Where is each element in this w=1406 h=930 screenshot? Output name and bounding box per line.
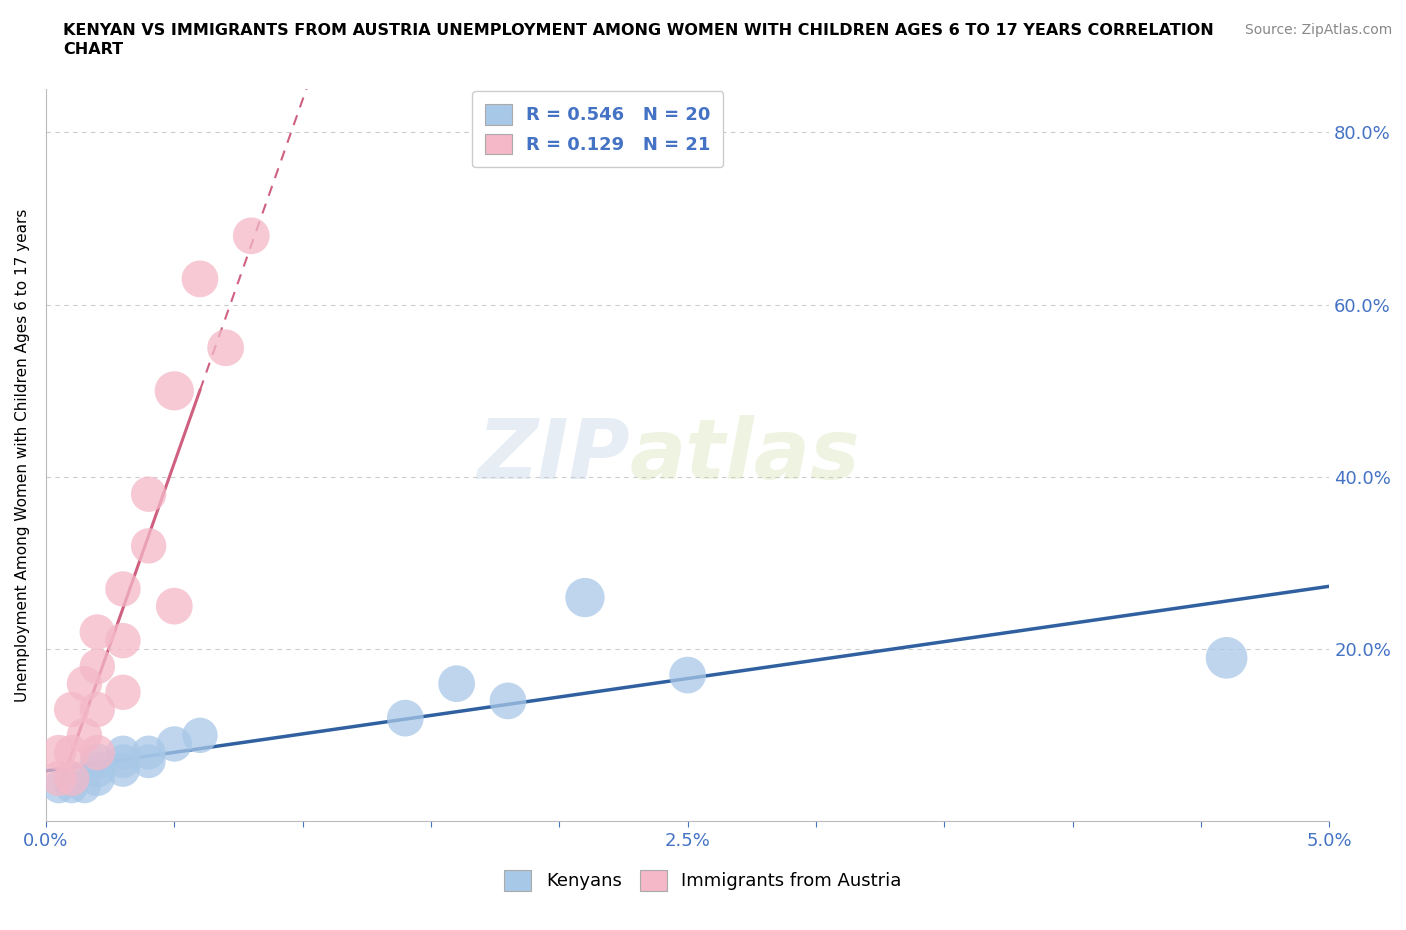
Point <box>86 659 108 674</box>
Point <box>138 538 160 553</box>
Point <box>574 591 596 605</box>
Y-axis label: Unemployment Among Women with Children Ages 6 to 17 years: Unemployment Among Women with Children A… <box>15 208 30 702</box>
Point <box>60 779 83 794</box>
Point <box>86 771 108 786</box>
Point <box>111 763 134 777</box>
Point <box>73 728 96 743</box>
Point <box>446 676 468 691</box>
Point <box>111 684 134 699</box>
Point <box>111 633 134 648</box>
Text: atlas: atlas <box>630 415 860 496</box>
Point <box>73 676 96 691</box>
Point <box>138 745 160 760</box>
Text: KENYAN VS IMMIGRANTS FROM AUSTRIA UNEMPLOYMENT AMONG WOMEN WITH CHILDREN AGES 6 : KENYAN VS IMMIGRANTS FROM AUSTRIA UNEMPL… <box>63 23 1213 38</box>
Point <box>111 581 134 596</box>
Point <box>111 753 134 768</box>
Point <box>1215 650 1237 665</box>
Point <box>138 486 160 501</box>
Point <box>86 745 108 760</box>
Point <box>48 779 70 794</box>
Point <box>86 753 108 768</box>
Point <box>60 771 83 786</box>
Point <box>496 694 519 709</box>
Point <box>60 771 83 786</box>
Point <box>163 383 186 398</box>
Text: ZIP: ZIP <box>477 415 630 496</box>
Point <box>188 728 211 743</box>
Point <box>138 753 160 768</box>
Point <box>86 702 108 717</box>
Point <box>73 779 96 794</box>
Point <box>188 272 211 286</box>
Point <box>60 702 83 717</box>
Point <box>111 745 134 760</box>
Legend: R = 0.546   N = 20, R = 0.129   N = 21: R = 0.546 N = 20, R = 0.129 N = 21 <box>472 91 723 167</box>
Point <box>48 771 70 786</box>
Point <box>48 745 70 760</box>
Text: CHART: CHART <box>63 42 124 57</box>
Point <box>86 763 108 777</box>
Point <box>214 340 236 355</box>
Text: Source: ZipAtlas.com: Source: ZipAtlas.com <box>1244 23 1392 37</box>
Point <box>676 668 699 683</box>
Point <box>86 625 108 640</box>
Point <box>60 745 83 760</box>
Point <box>163 737 186 751</box>
Point <box>240 229 263 244</box>
Point <box>163 599 186 614</box>
Point <box>394 711 416 725</box>
Legend: Kenyans, Immigrants from Austria: Kenyans, Immigrants from Austria <box>498 862 908 897</box>
